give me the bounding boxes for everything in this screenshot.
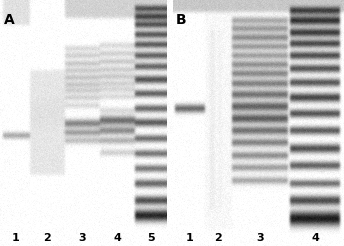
Text: 4: 4: [113, 233, 121, 243]
Text: 2: 2: [214, 233, 222, 243]
Text: 2: 2: [43, 233, 51, 243]
Text: 1: 1: [12, 233, 20, 243]
Text: A: A: [4, 13, 15, 27]
Text: 5: 5: [147, 233, 155, 243]
Text: 4: 4: [311, 233, 319, 243]
Text: 3: 3: [256, 233, 264, 243]
Text: 3: 3: [78, 233, 86, 243]
Text: 1: 1: [186, 233, 194, 243]
Text: B: B: [176, 13, 187, 27]
